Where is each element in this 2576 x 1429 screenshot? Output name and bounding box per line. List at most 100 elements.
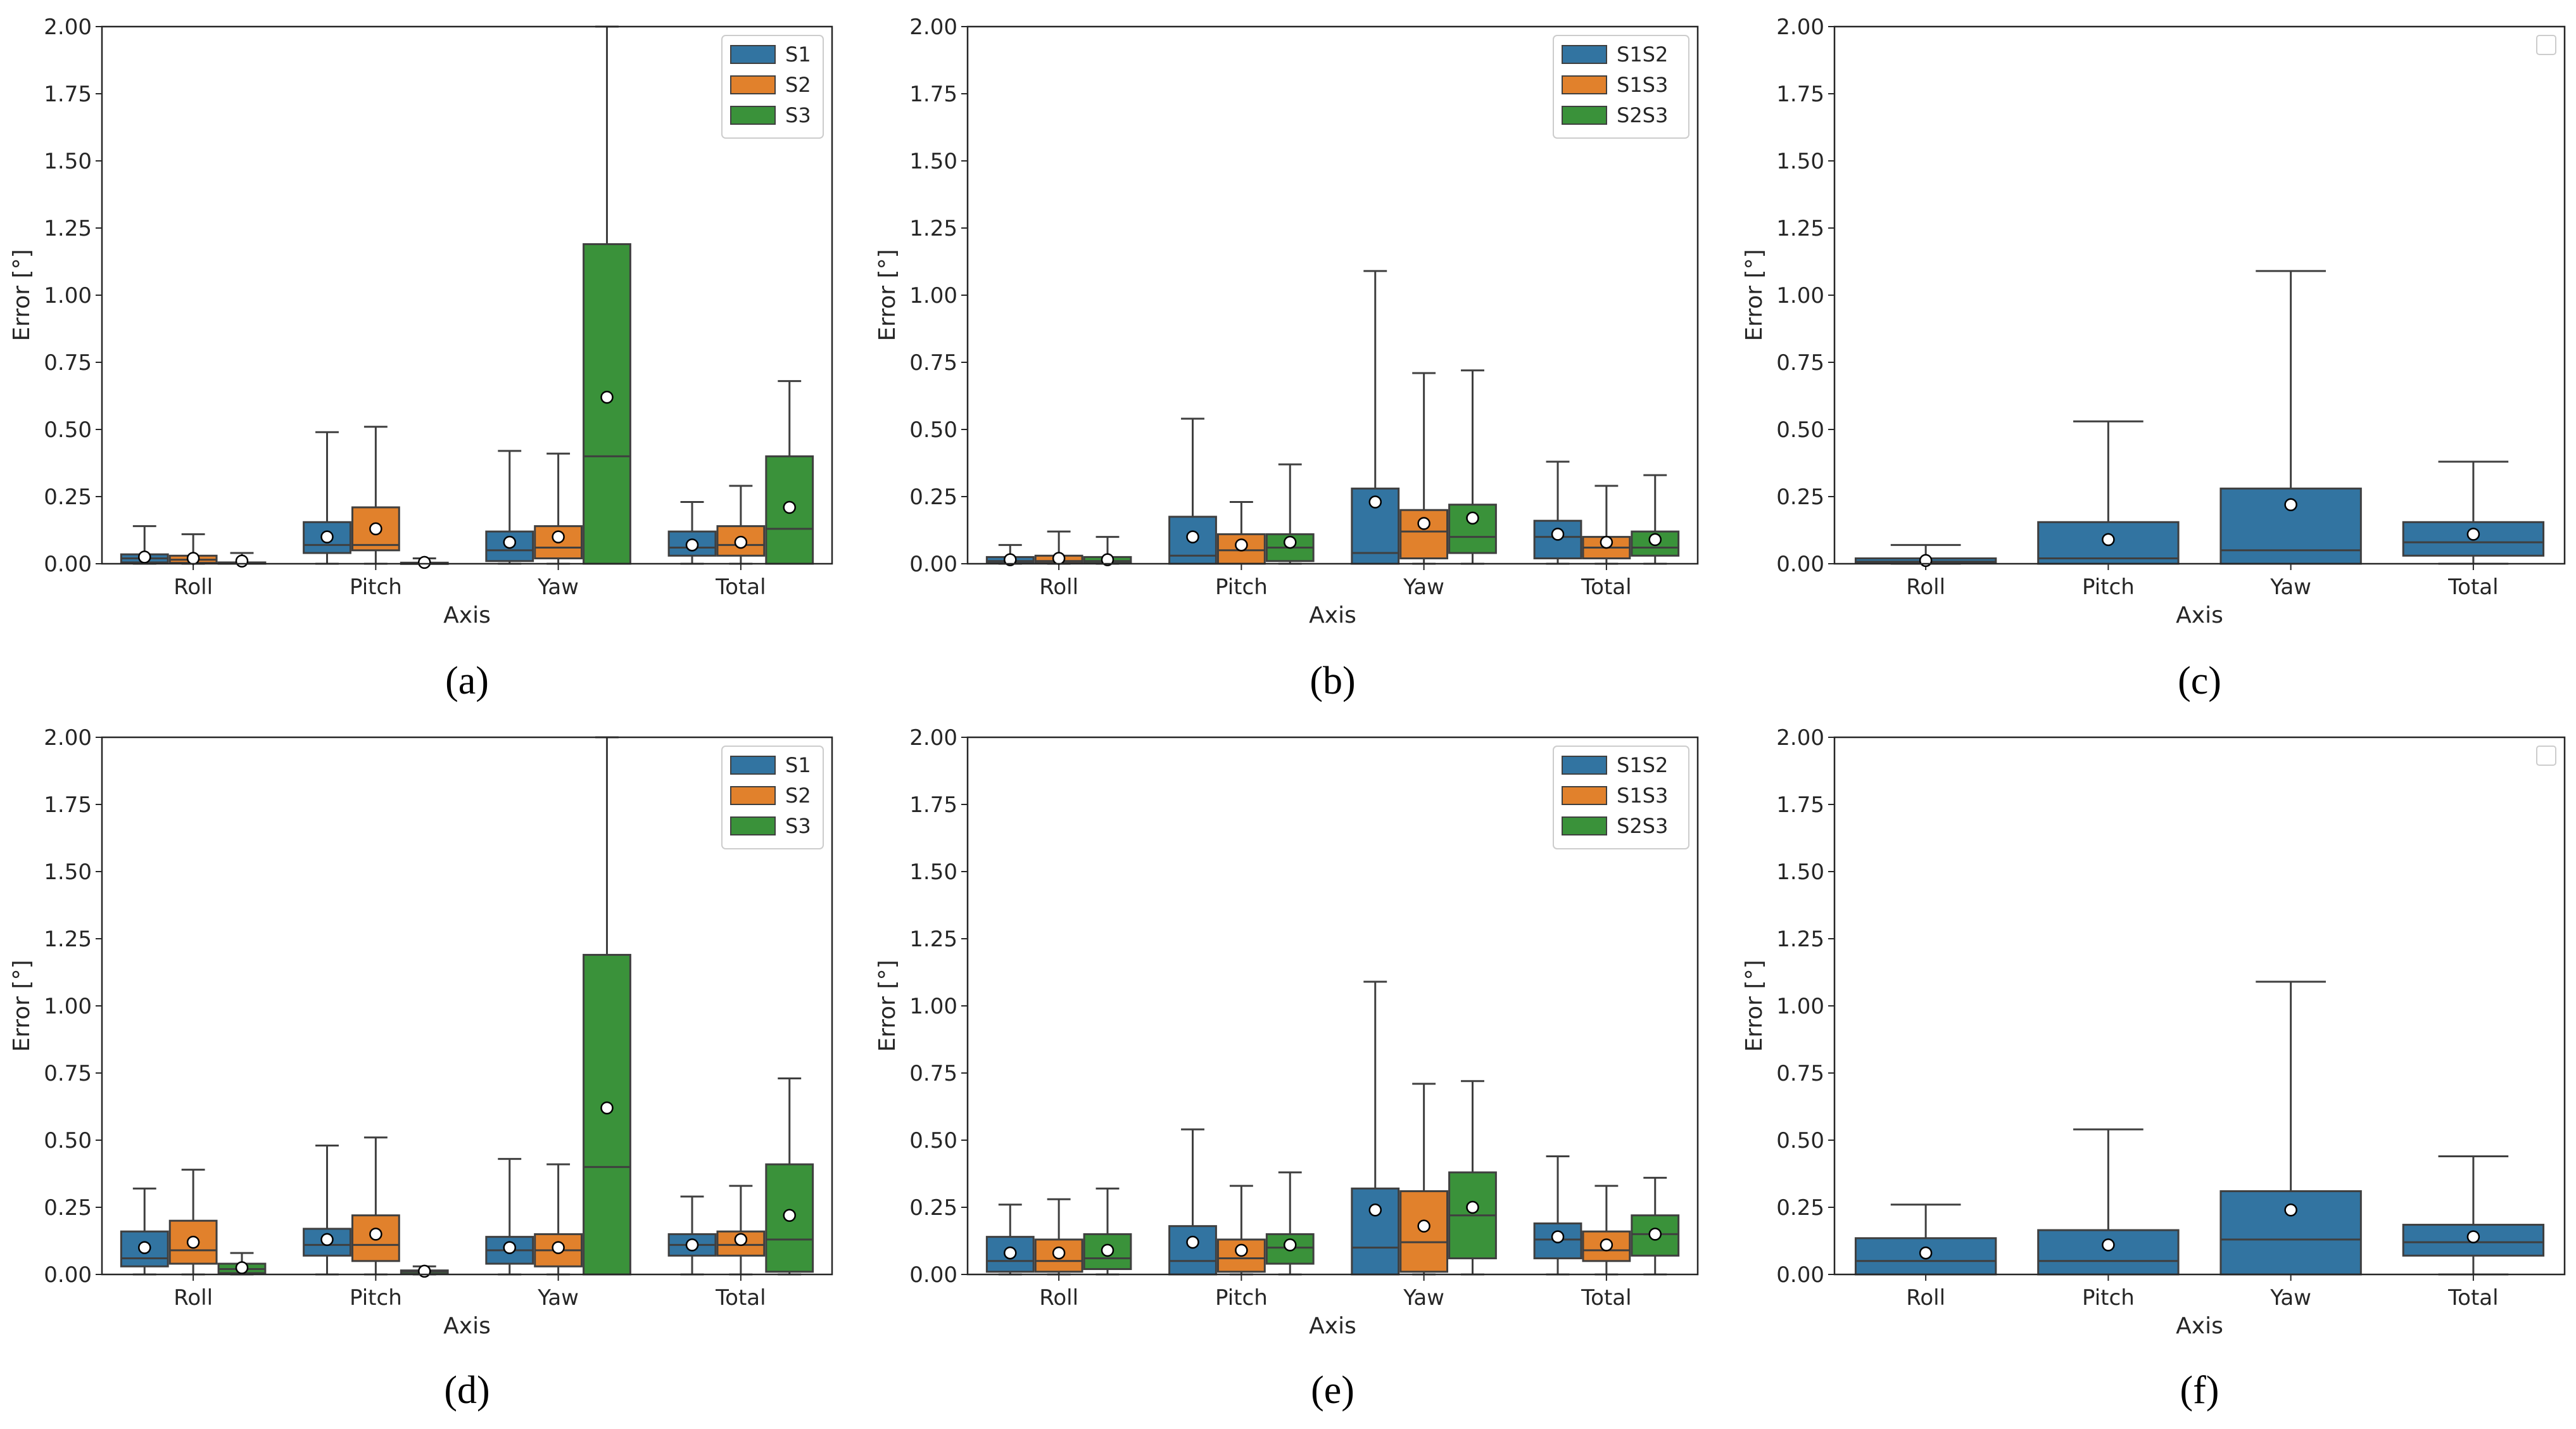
legend-swatch xyxy=(730,106,776,125)
y-tick-label: 1.50 xyxy=(909,149,957,174)
mean-marker xyxy=(369,1228,382,1241)
y-tick-label: 0.00 xyxy=(44,1262,92,1288)
box-S1-Total xyxy=(667,1195,717,1276)
y-tick-label: 1.00 xyxy=(1776,283,1824,308)
mean-marker xyxy=(600,1101,614,1115)
plot-frame xyxy=(1833,736,2566,1276)
box-S1S2-Yaw xyxy=(1351,270,1400,565)
y-tick-label: 0.25 xyxy=(909,1195,957,1221)
box-S2-Roll xyxy=(168,533,218,565)
box-S3-Total xyxy=(765,380,814,565)
mean-marker xyxy=(1919,1246,1933,1260)
box-body xyxy=(1351,1187,1400,1276)
mean-marker xyxy=(552,1241,565,1254)
legend-swatch xyxy=(1562,45,1607,64)
y-tick-label: 1.25 xyxy=(1776,216,1824,241)
box-S1S3-Roll xyxy=(1034,530,1083,565)
box-S1S2-Yaw xyxy=(1351,981,1400,1276)
box-S1-Pitch xyxy=(2037,420,2180,565)
legend-label: S1 xyxy=(785,42,811,67)
box-S3-Total xyxy=(765,1077,814,1276)
legend: S1 S2 S3 xyxy=(721,35,824,139)
box-S2-Yaw xyxy=(534,1163,583,1276)
y-tick-label: 0.75 xyxy=(44,350,92,376)
y-tick-label: 0.75 xyxy=(1776,350,1824,376)
panel-caption: (e) xyxy=(1311,1369,1354,1412)
y-tick-label: 0.25 xyxy=(44,485,92,510)
box-S1-Total xyxy=(667,500,717,565)
legend-swatch xyxy=(730,75,776,94)
box-S1-Pitch xyxy=(2037,1128,2180,1276)
y-tick-label: 1.25 xyxy=(909,927,957,952)
y-tick-label: 1.25 xyxy=(1776,927,1824,952)
box-S2S3-Yaw xyxy=(1448,369,1497,565)
y-tick-label: 1.50 xyxy=(909,860,957,885)
x-tick-label: Yaw xyxy=(537,575,579,600)
box-S2S3-Pitch xyxy=(1265,1171,1315,1276)
y-tick-label: 1.50 xyxy=(1776,860,1824,885)
y-axis-label: Error [°] xyxy=(9,249,35,341)
mean-marker xyxy=(138,1241,151,1254)
mean-marker xyxy=(552,530,565,543)
mean-marker xyxy=(320,530,334,543)
legend: S1S2 S1S3 S2S3 xyxy=(1553,746,1689,849)
y-tick-label: 1.75 xyxy=(909,82,957,107)
y-tick-label: 0.75 xyxy=(1776,1061,1824,1086)
mean-marker xyxy=(2466,528,2480,541)
mean-marker xyxy=(1600,535,1613,549)
mean-marker xyxy=(1235,538,1248,552)
y-tick-label: 2.00 xyxy=(1776,15,1824,40)
y-tick-label: 0.50 xyxy=(1776,417,1824,443)
box-body xyxy=(2037,1229,2180,1276)
legend-label: S1 xyxy=(785,753,811,777)
legend-swatch xyxy=(1562,816,1607,835)
box-S3-Roll xyxy=(217,552,267,568)
plot-frame xyxy=(966,25,1699,565)
box-S3-Yaw xyxy=(583,25,631,565)
chart-panel-a: 0.00 0.25 0.50 0.75 1.00 1.25 1.50 1.75 2.00 Roll… xyxy=(9,15,833,702)
box-S1-Yaw xyxy=(485,1158,534,1276)
legend-label: S3 xyxy=(785,103,811,127)
mean-marker xyxy=(1600,1238,1613,1252)
y-tick-label: 0.50 xyxy=(909,417,957,443)
y-tick-label: 0.50 xyxy=(1776,1128,1824,1153)
box-S1S3-Pitch xyxy=(1216,500,1266,565)
x-tick-label: Yaw xyxy=(1403,1285,1444,1311)
mean-marker xyxy=(2284,498,2297,511)
legend-swatch xyxy=(1562,786,1607,805)
y-tick-label: 2.00 xyxy=(909,15,957,40)
y-tick-label: 0.00 xyxy=(1776,1262,1824,1288)
box-S3-Roll xyxy=(217,1252,267,1276)
box-S1S3-Roll xyxy=(1034,1198,1083,1276)
x-axis-label: Axis xyxy=(1309,1313,1356,1339)
mean-marker xyxy=(685,1238,699,1252)
box-S1S3-Pitch xyxy=(1216,1184,1266,1276)
mean-marker xyxy=(1101,553,1114,566)
mean-marker xyxy=(734,1233,748,1247)
y-tick-label: 0.50 xyxy=(44,1128,92,1153)
box-S1S2-Total xyxy=(1533,460,1582,565)
box-S1-Yaw xyxy=(485,450,534,565)
x-tick-label: Pitch xyxy=(1215,1285,1268,1311)
x-tick-label: Yaw xyxy=(2270,575,2311,600)
box-S1S3-Yaw xyxy=(1399,1083,1449,1276)
y-tick-label: 0.25 xyxy=(1776,1195,1824,1221)
mean-marker xyxy=(1186,1235,1199,1249)
x-axis-label: Axis xyxy=(443,1313,491,1339)
y-tick-label: 1.75 xyxy=(1776,82,1824,107)
plot-frame xyxy=(101,25,833,565)
box-S3-Pitch xyxy=(400,556,449,569)
y-tick-label: 2.00 xyxy=(44,725,92,751)
y-tick-label: 0.00 xyxy=(909,552,957,577)
y-tick-label: 1.75 xyxy=(44,792,92,818)
box-S2S3-Total xyxy=(1631,474,1680,565)
box-S1S2-Total xyxy=(1533,1155,1582,1276)
mean-marker xyxy=(1648,1228,1662,1241)
legend-label: S1S3 xyxy=(1617,784,1668,808)
box-S1S2-Pitch xyxy=(1168,1128,1217,1276)
mean-marker xyxy=(138,550,151,564)
x-tick-label: Yaw xyxy=(1403,575,1444,600)
mean-marker xyxy=(1417,1219,1430,1233)
box-S1-Total xyxy=(2402,1155,2545,1276)
